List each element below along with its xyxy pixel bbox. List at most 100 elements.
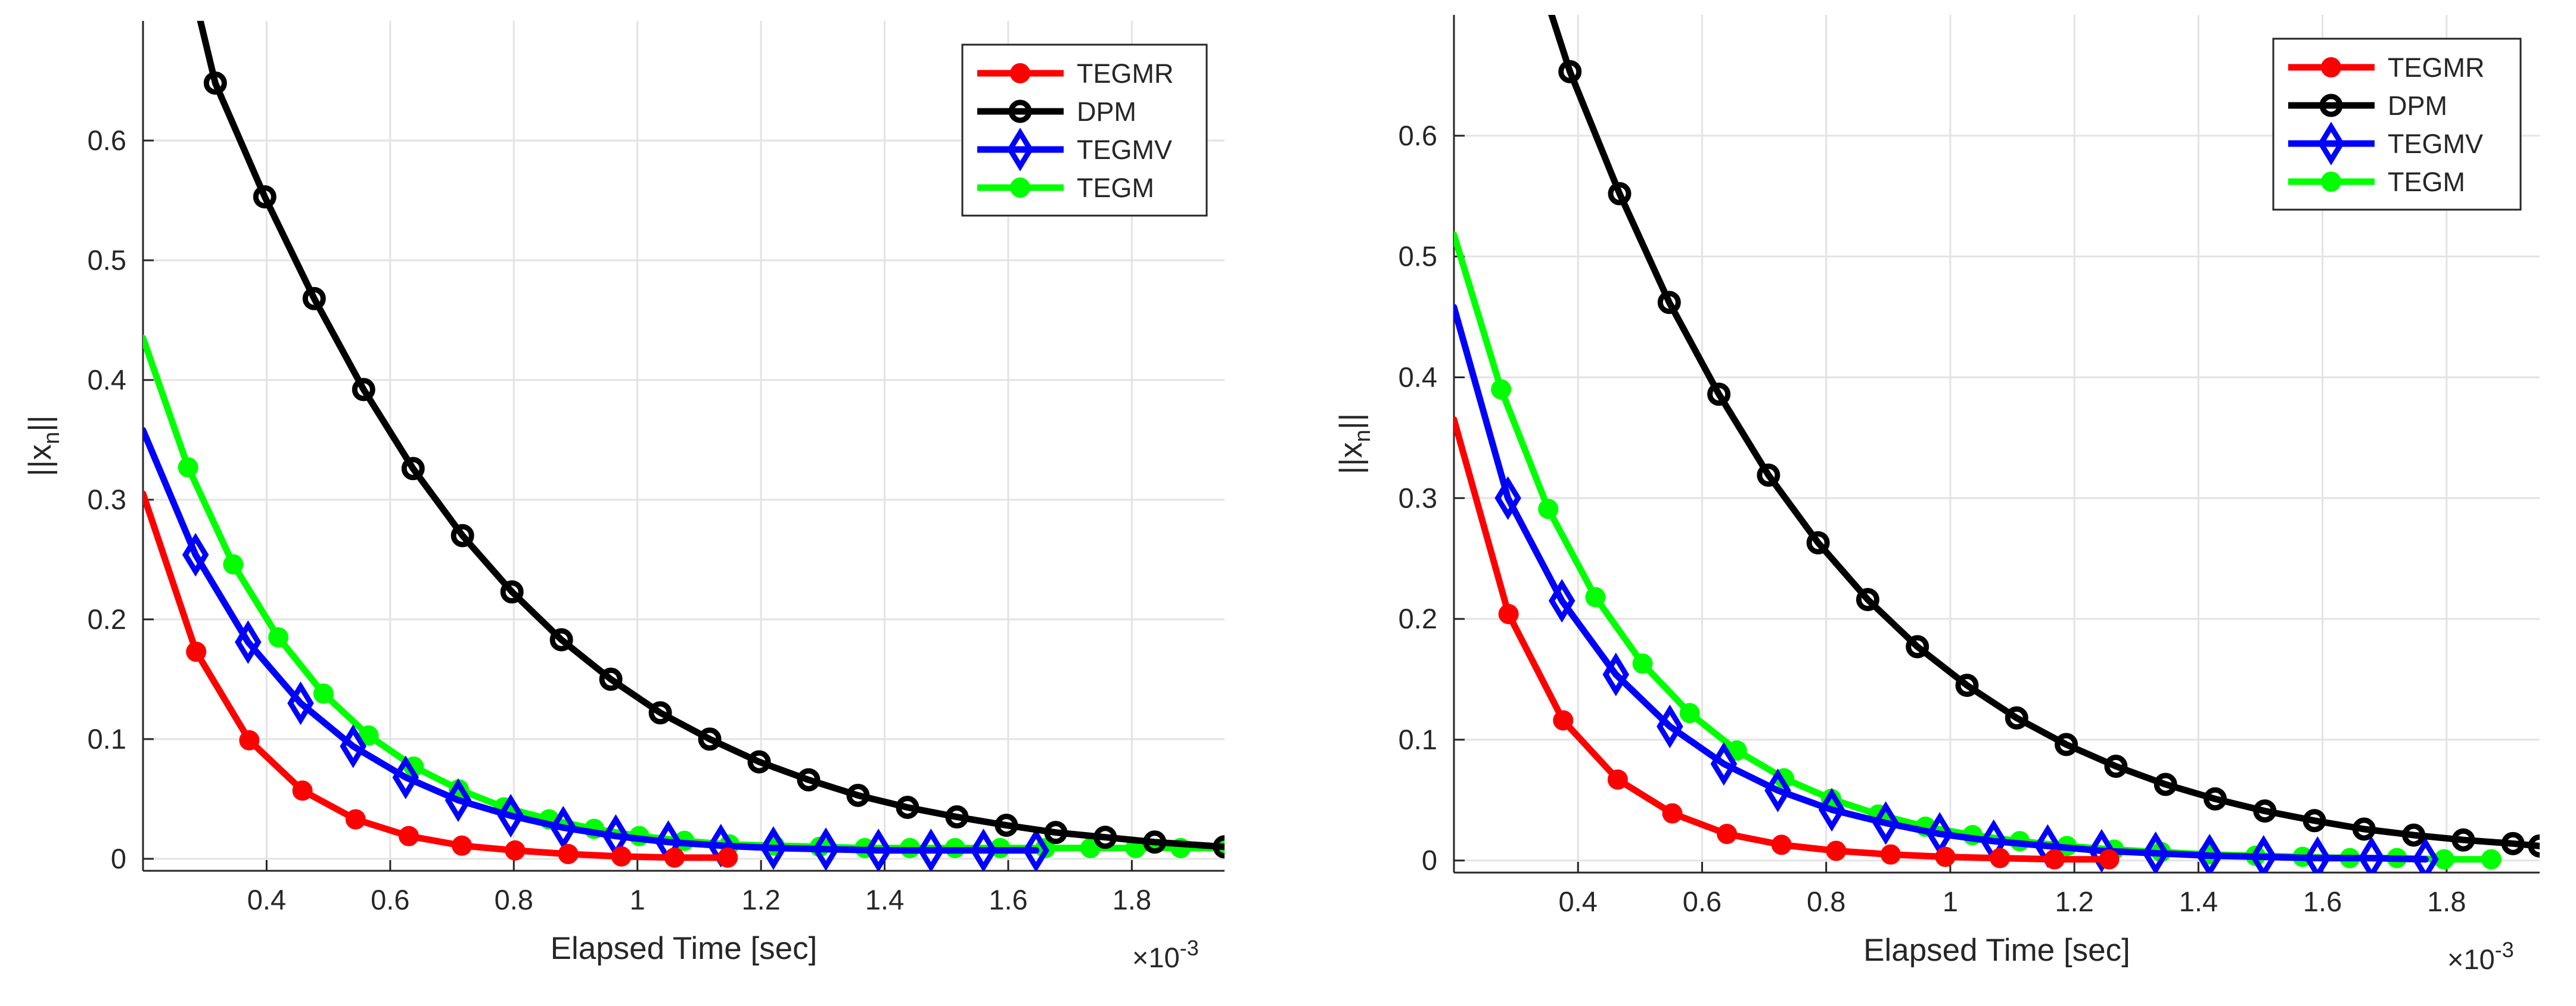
y-tick-label: 0.1	[88, 723, 126, 755]
data-point-dpm	[1213, 835, 1225, 859]
data-point-tegmv	[865, 829, 892, 871]
legend-label: TEGMR	[2388, 52, 2485, 83]
series-line-tegmv	[1454, 304, 2429, 863]
series-tegmv	[1454, 304, 2439, 873]
legend-marker	[2319, 94, 2343, 117]
y-axis-label-end: ||	[1334, 413, 1369, 430]
data-point-tegmr	[558, 843, 579, 864]
data-point-tegmr	[186, 641, 207, 662]
data-point-dpm	[1955, 674, 1979, 697]
y-tick-label: 0.6	[1399, 120, 1437, 151]
series-line-tegm	[143, 335, 1225, 852]
data-point-dpm	[2005, 706, 2028, 730]
legend-item-dpm: DPM	[977, 96, 1136, 127]
x-tick-label: 0.8	[1807, 886, 1845, 917]
legend-item-dpm: DPM	[2288, 91, 2447, 121]
data-point-dpm	[896, 795, 919, 819]
series-tegmr	[143, 490, 738, 868]
legend-item-tegmv: TEGMV	[977, 127, 1172, 172]
data-point-dpm	[1093, 826, 1117, 849]
data-point-tegmr	[345, 809, 366, 830]
data-point-tegmv	[1494, 476, 1521, 520]
data-point-tegmv	[235, 620, 262, 664]
data-point-dpm	[2402, 823, 2426, 847]
data-point-tegmr	[292, 780, 313, 801]
data-point-dpm	[599, 667, 623, 691]
data-point-tegmr	[611, 846, 632, 867]
x-exponent-power: -3	[1180, 936, 1199, 960]
y-tick-label: 0.2	[88, 603, 126, 635]
data-point-dpm	[2253, 799, 2277, 823]
data-point-tegmv	[2196, 833, 2223, 873]
data-point-dpm	[1657, 291, 1681, 314]
x-tick-label: 1.8	[2427, 886, 2466, 917]
data-point-tegmv	[2142, 831, 2169, 873]
data-point-dpm	[500, 580, 524, 604]
chart-panel-1: 0.4 0.6 0.8 1 1.2 1.4 1.6 1.8 0 0.1 0.2 0.3 0.4 0.5 0.…	[23, 21, 1225, 973]
data-point-dpm	[747, 750, 771, 774]
y-tick-label: 0.2	[1399, 603, 1437, 634]
data-point-tegmv	[1872, 801, 1899, 845]
series-line-dpm	[1548, 15, 2540, 849]
data-point-tegm	[1632, 653, 1653, 674]
data-point-tegmr	[239, 730, 260, 750]
data-point-dpm	[2302, 809, 2326, 833]
x-tick-label: 1.2	[2055, 886, 2093, 917]
data-point-tegmv	[1023, 829, 1049, 871]
data-point-dpm	[450, 524, 474, 547]
y-tick-label: 0.4	[1399, 361, 1437, 393]
data-point-tegmr	[2044, 849, 2065, 870]
y-axis-label-end: ||	[23, 415, 58, 432]
data-point-tegm	[223, 554, 244, 575]
y-tick-label: 0.1	[1399, 724, 1437, 755]
legend-marker	[2321, 172, 2341, 192]
data-point-dpm	[648, 701, 672, 725]
series-tegmr	[1454, 416, 2120, 870]
x-exponent-base: ×10	[1132, 942, 1180, 973]
series-line-tegm	[1454, 231, 2495, 863]
x-tick-label: 1.6	[2303, 886, 2342, 917]
legend-label: DPM	[2388, 91, 2447, 121]
grid	[143, 21, 1225, 871]
data-point-dpm	[2352, 817, 2376, 841]
data-point-dpm	[302, 286, 326, 310]
data-point-dpm	[1707, 382, 1731, 406]
data-point-tegmv	[1710, 742, 1738, 786]
data-point-tegm	[1585, 587, 1606, 608]
data-point-dpm	[2055, 733, 2078, 756]
data-point-dpm	[352, 378, 375, 401]
data-point-tegmr	[398, 826, 419, 846]
legend-label: TEGMV	[1077, 135, 1172, 165]
legend-marker	[1010, 63, 1030, 83]
x-tick-label: 1	[630, 884, 645, 915]
series-tegm	[143, 335, 1225, 858]
data-point-dpm	[846, 783, 870, 807]
data-point-tegmv	[182, 532, 209, 577]
data-point-tegmv	[340, 724, 366, 768]
data-point-tegmv	[1548, 578, 1576, 623]
x-tick-label: 1.6	[989, 884, 1027, 915]
data-point-dpm	[995, 814, 1018, 837]
data-point-dpm	[797, 768, 821, 792]
data-point-tegm	[313, 683, 334, 704]
data-point-tegmr	[717, 847, 738, 868]
legend-label: TEGMR	[1077, 58, 1174, 89]
y-tick-label: 0	[1422, 845, 1437, 876]
series-line-dpm	[197, 21, 1225, 851]
legend: TEGMR DPM TEGMV TEGM	[961, 43, 1208, 217]
legend: TEGMR DPM TEGMV TEGM	[2272, 38, 2522, 211]
data-point-dpm	[945, 805, 969, 829]
y-tick-label: 0.5	[88, 244, 126, 276]
legend-item-tegmr: TEGMR	[977, 58, 1174, 89]
data-point-dpm	[549, 628, 573, 652]
data-point-tegmv	[497, 793, 524, 838]
x-exponent-power: -3	[2495, 938, 2514, 962]
data-point-dpm	[1806, 531, 1830, 555]
data-point-tegmr	[1880, 844, 1901, 865]
x-tick-label: 0.4	[1559, 886, 1598, 917]
data-point-tegmv	[2412, 837, 2439, 873]
data-point-dpm	[1856, 588, 1879, 612]
x-tick-label: 1	[1943, 886, 1958, 917]
data-point-dpm	[2104, 755, 2128, 778]
